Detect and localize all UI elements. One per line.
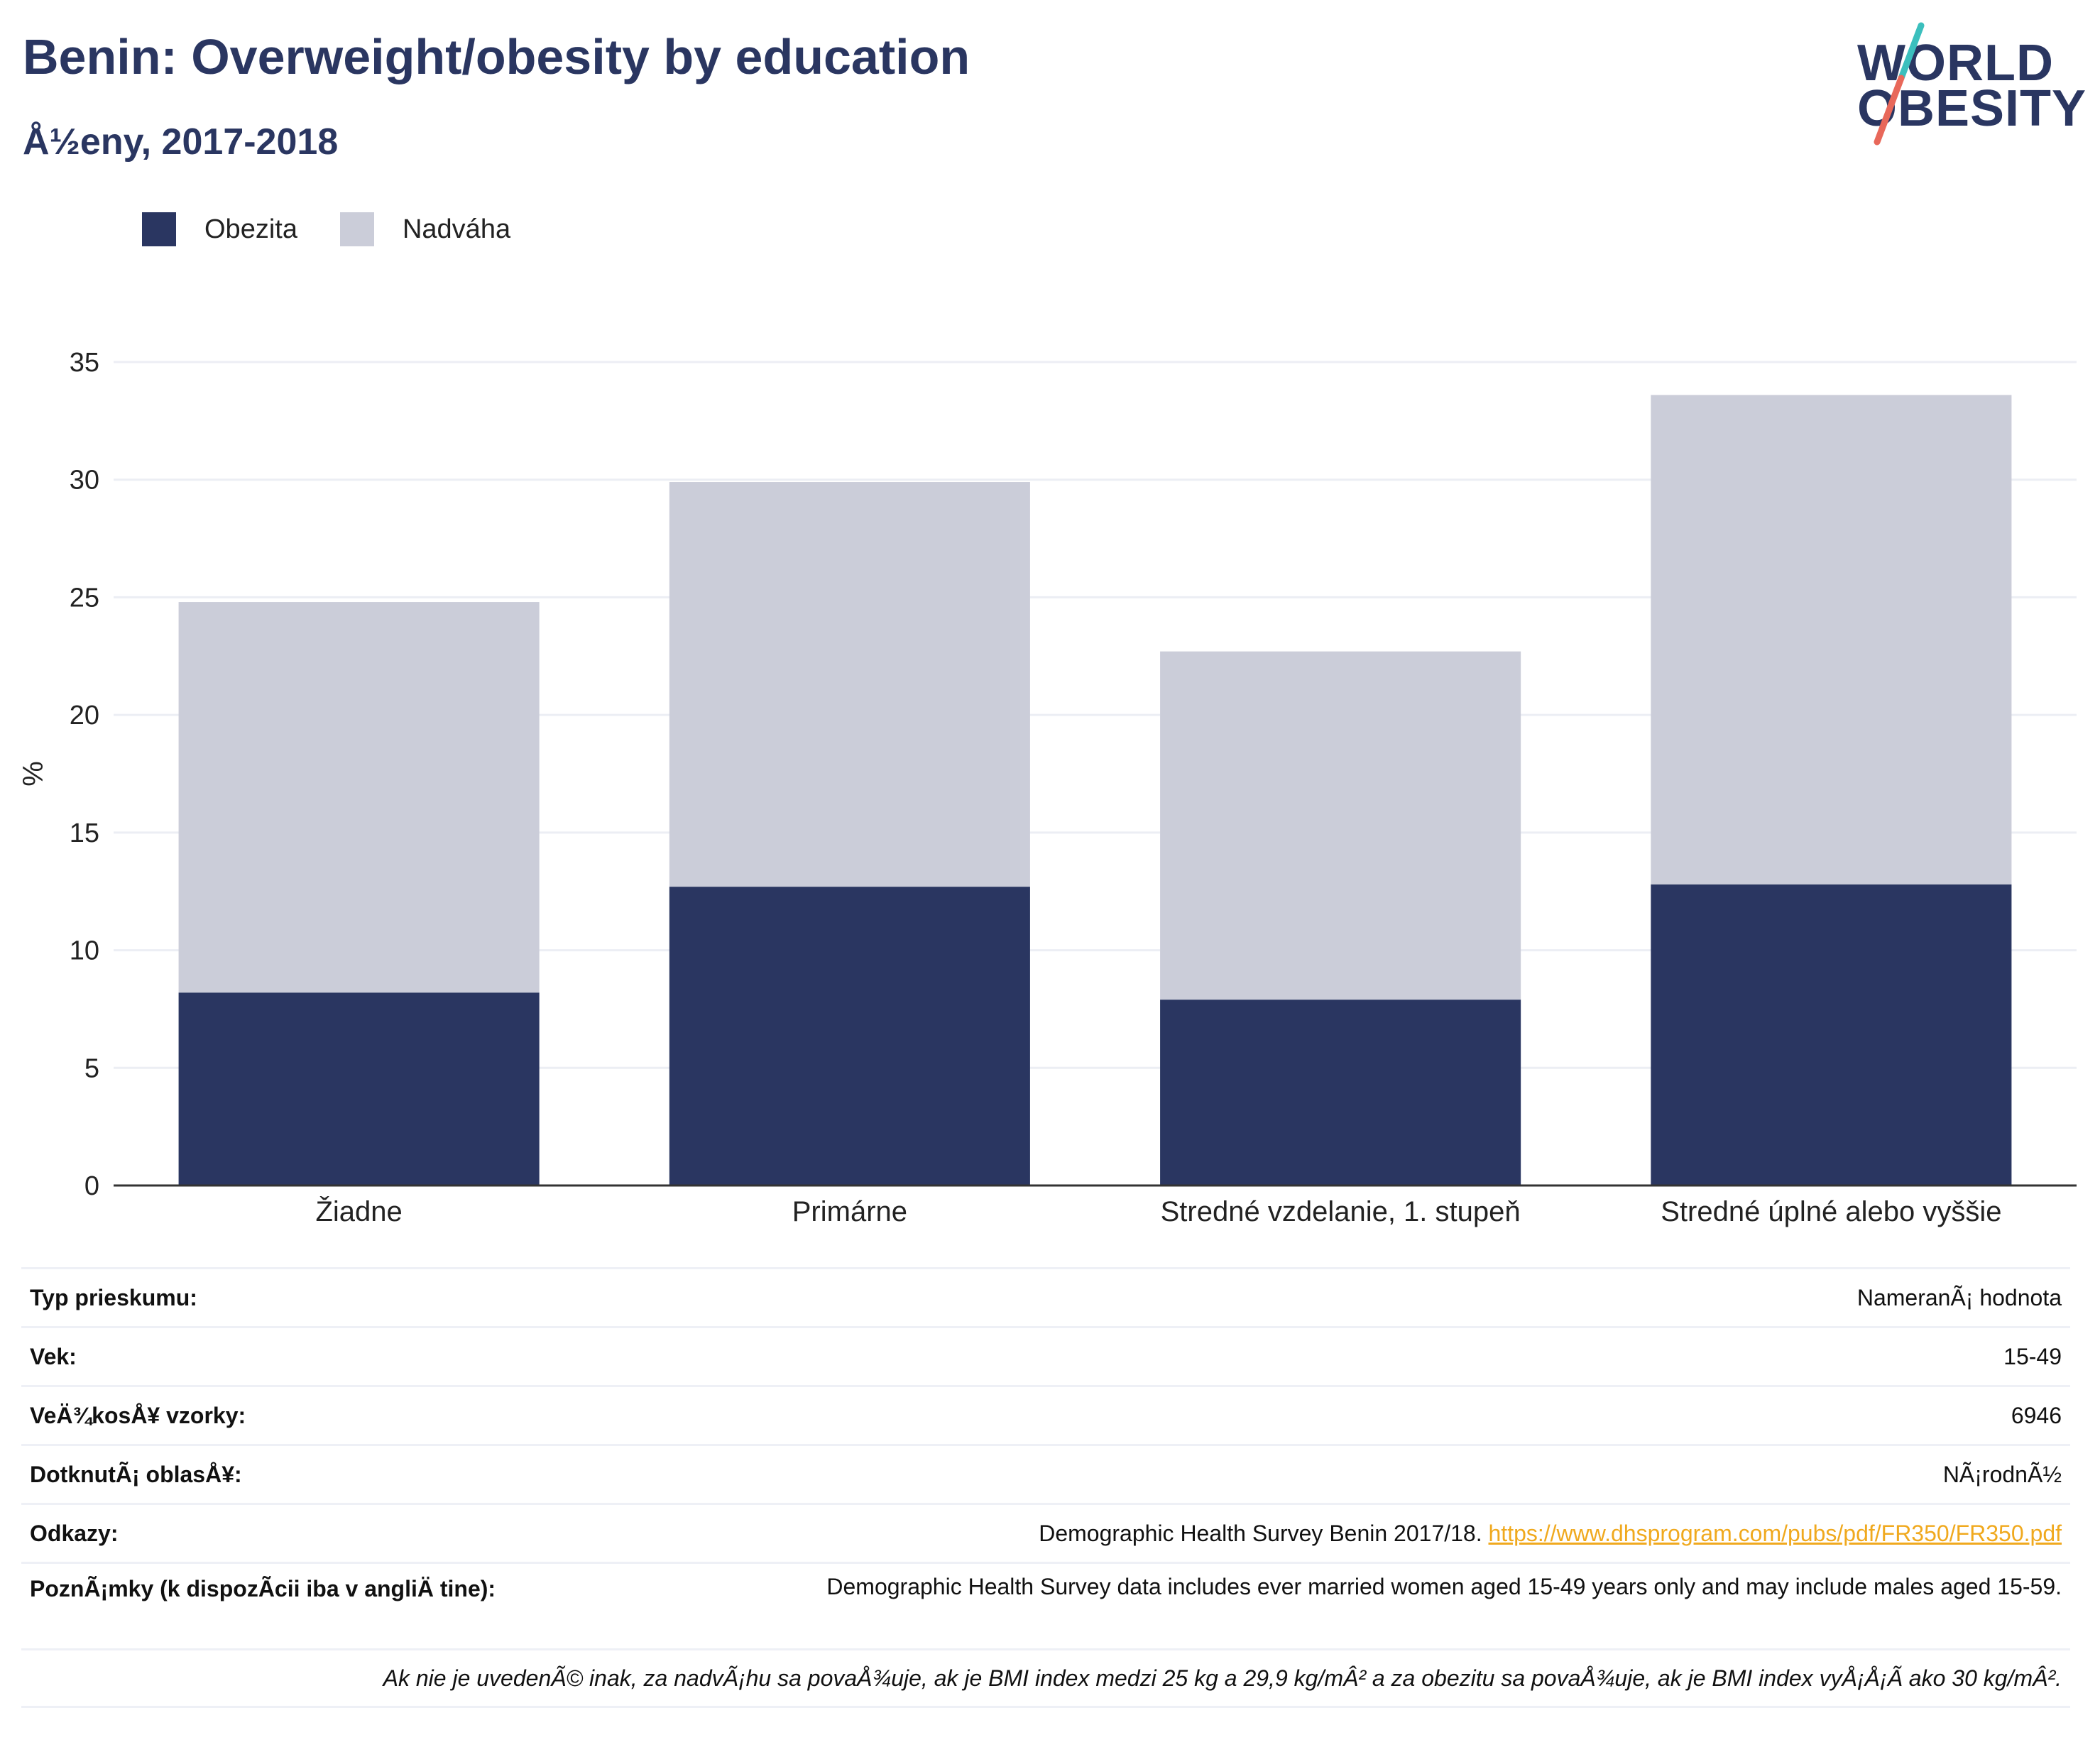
bar-obesity	[1160, 1000, 1521, 1185]
info-value: NameranÃ¡ hodnota	[1856, 1284, 2062, 1310]
y-tick-label: 20	[70, 701, 99, 730]
info-row-references: Odkazy: Demographic Health Survey Benin …	[21, 1503, 2070, 1562]
reference-text: Demographic Health Survey Benin 2017/18.	[1039, 1520, 1489, 1546]
chart-title: Benin: Overweight/obesity by education	[23, 29, 970, 84]
x-tick-label: Stredné vzdelanie, 1. stupeň	[1161, 1196, 1521, 1227]
x-tick-label: Stredné úplné alebo vyššie	[1661, 1196, 2001, 1227]
bar-overweight	[669, 482, 1030, 887]
info-row-sample-size: VeÄ¾kosÅ¥ vzorky: 6946	[21, 1385, 2070, 1444]
legend-item-overweight[interactable]: Nadváha	[339, 212, 511, 246]
y-tick-label: 10	[70, 936, 99, 966]
info-key: DotknutÃ¡ oblasÅ¥:	[30, 1462, 242, 1487]
info-row-age: Vek: 15-49	[21, 1326, 2070, 1385]
logo-slash-icon	[1874, 22, 1925, 146]
info-value: Demographic Health Survey data includes …	[826, 1574, 2062, 1599]
info-key: Typ prieskumu:	[30, 1285, 197, 1310]
survey-info-table: Typ prieskumu: NameranÃ¡ hodnota Vek: 15…	[21, 1267, 2070, 1708]
info-value: NÃ¡rodnÃ½	[1942, 1461, 2062, 1487]
info-row-notes: PoznÃ¡mky (k dispozÃcii iba v angliÄ tin…	[21, 1562, 2070, 1648]
x-tick-label: Primárne	[792, 1196, 907, 1227]
bar-overweight	[178, 602, 540, 993]
info-row-area: DotknutÃ¡ oblasÅ¥: NÃ¡rodnÃ½	[21, 1444, 2070, 1503]
bar-obesity	[1651, 884, 2012, 1185]
bar-chart: 0 5 10 15 20 25 30 35% Žiadne Primárne Stredné vzd…	[18, 348, 2077, 1227]
bar-obesity	[178, 992, 540, 1185]
legend-swatch-obesity	[142, 212, 176, 246]
legend-label-obesity: Obezita	[204, 214, 297, 244]
info-key: PoznÃ¡mky (k dispozÃcii iba v angliÄ tin…	[30, 1576, 496, 1601]
y-axis-label: %	[18, 761, 49, 787]
info-key: Odkazy:	[30, 1521, 119, 1546]
info-value: 6946	[2011, 1402, 2062, 1428]
logo-line-1: WORLD	[1857, 35, 2054, 92]
bar-overweight	[1160, 651, 1521, 1000]
info-row-survey-type: Typ prieskumu: NameranÃ¡ hodnota	[21, 1267, 2070, 1326]
info-value: 15-49	[2003, 1343, 2062, 1369]
bar-overweight	[1651, 395, 2012, 885]
bar-obesity	[669, 887, 1030, 1185]
world-obesity-logo: WORLD OBESITY	[1853, 21, 2087, 156]
info-value: Demographic Health Survey Benin 2017/18.…	[1039, 1521, 2062, 1547]
y-tick-label: 15	[70, 818, 99, 848]
reference-link[interactable]: https://www.dhsprogram.com/pubs/pdf/FR35…	[1488, 1520, 2062, 1546]
chart-legend: Obezita Nadváha	[142, 212, 553, 247]
y-tick-label: 5	[84, 1053, 99, 1083]
y-tick-label: 35	[70, 348, 99, 378]
legend-item-obesity[interactable]: Obezita	[142, 212, 297, 246]
info-key: VeÄ¾kosÅ¥ vzorky:	[30, 1403, 246, 1428]
chart-subtitle: Å½eny, 2017-2018	[23, 121, 339, 163]
footnote: Ak nie je uvedenÃ© inak, za nadvÃ¡hu sa …	[21, 1648, 2070, 1708]
info-key: Vek:	[30, 1344, 77, 1369]
y-tick-label: 30	[70, 466, 99, 495]
x-tick-label: Žiadne	[315, 1195, 402, 1227]
y-tick-label: 0	[84, 1171, 99, 1201]
y-tick-label: 25	[70, 583, 99, 613]
legend-swatch-overweight	[339, 212, 374, 246]
legend-label-overweight: Nadváha	[402, 214, 511, 244]
